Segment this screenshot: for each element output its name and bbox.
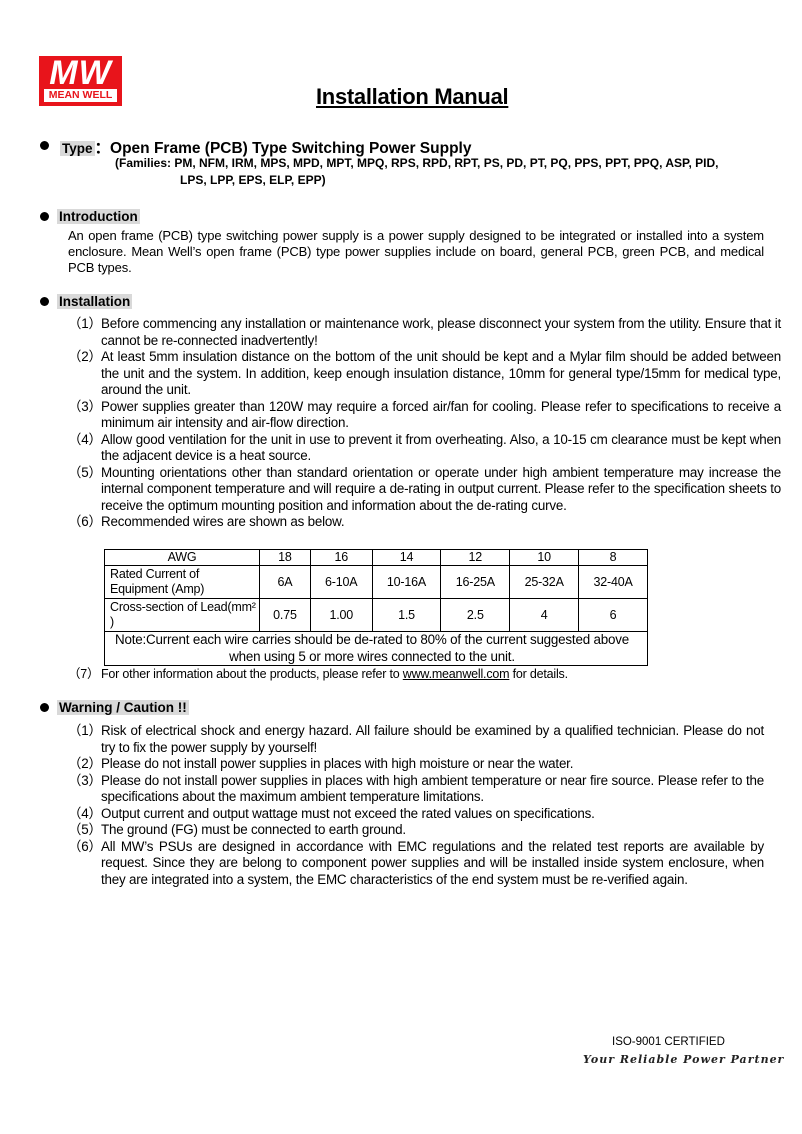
bullet-icon [40, 212, 49, 221]
families-line-1: (Families: PM, NFM, IRM, MPS, MPD, MPT, … [115, 156, 719, 170]
table-row: Cross-section of Lead(mm² ) 0.75 1.00 1.… [104, 598, 648, 632]
families-line-2: LPS, LPP, EPS, ELP, EPP) [180, 173, 326, 187]
iso-certified: ISO-9001 CERTIFIED [612, 1036, 725, 1048]
installation-list: （1） Before commencing any installation or… [68, 316, 781, 531]
installation-item: （6） Recommended wires are shown as below. [68, 514, 345, 529]
table-note: Note:Current each wire carries should be… [104, 631, 648, 666]
installation-item: （5） Mounting orientations other than stan… [68, 464, 781, 513]
wire-table: AWG 18 16 14 12 10 8 Rated Current of Eq… [104, 549, 648, 666]
warning-item: （6） All MW’s PSUs are designed in accorda… [68, 838, 764, 887]
table-header-row: AWG 18 16 14 12 10 8 [104, 549, 648, 566]
warning-item: （5） The ground (FG) must be connected to … [68, 822, 406, 837]
installation-item: （4） Allow good ventilation for the unit i… [68, 431, 781, 464]
meanwell-link[interactable]: www.meanwell.com [402, 667, 510, 681]
type-sep: ： [94, 140, 111, 157]
installation-item: （1） Before commencing any installation or… [68, 316, 781, 348]
introduction-text: An open frame (PCB) type switching power… [68, 228, 764, 275]
slogan: Your Reliable Power Partner [583, 1053, 785, 1066]
warning-heading: Warning / Caution !! [57, 700, 189, 715]
table-row: Rated Current of Equipment (Amp) 6A 6-10… [104, 565, 648, 599]
type-value: Open Frame (PCB) Type Switching Power Su… [110, 140, 472, 157]
mean-well-logo: MW MEAN WELL [39, 54, 122, 106]
table-note-row: Note:Current each wire carries should be… [104, 631, 648, 666]
installation-item-7: （7） For other information about the produ… [68, 667, 568, 681]
bullet-icon [40, 703, 49, 712]
type-label: Type [60, 141, 95, 156]
warning-list: （1） Risk of electrical shock and energy h… [68, 723, 764, 888]
warning-item: （3） Please do not install power supplies … [68, 772, 764, 805]
warning-item: （4） Output current and output wattage mus… [68, 805, 595, 821]
logo-brand: MEAN WELL [44, 89, 117, 102]
bullet-icon [40, 297, 49, 306]
installation-item: （2） At least 5mm insulation distance on t… [68, 349, 781, 397]
installation-heading: Installation [57, 294, 133, 309]
installation-item: （3） Power supplies greater than 120W may … [68, 398, 781, 431]
warning-item: （1） Risk of electrical shock and energy h… [68, 723, 764, 755]
logo-mark: MW [49, 54, 112, 92]
warning-item: （2） Please do not install power supplies … [68, 756, 574, 771]
page-title: Installation Manual [316, 84, 509, 109]
bullet-icon [40, 141, 49, 150]
introduction-heading: Introduction [57, 209, 140, 224]
families: (Families: PM, NFM, IRM, MPS, MPD, MPT, … [115, 155, 775, 189]
type-line: Type ：Open Frame (PCB) Type Switching Pow… [60, 136, 471, 158]
